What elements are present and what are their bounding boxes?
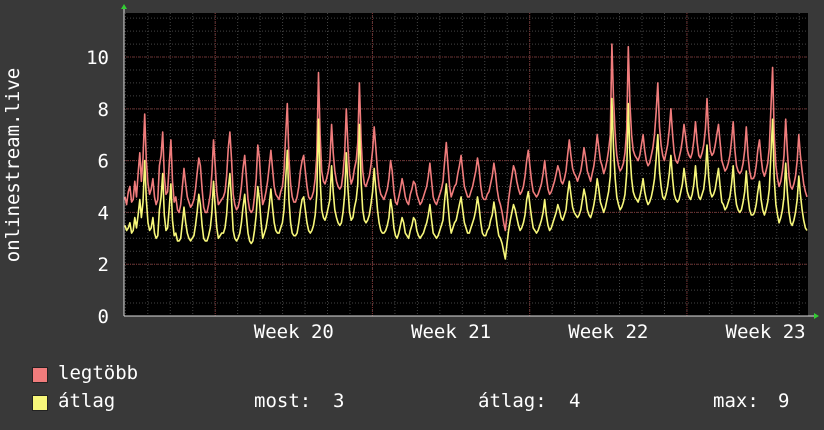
stat-atlag-label: átlag: [478, 390, 547, 412]
x-tick-label: Week 22 [568, 321, 648, 343]
series-layer [124, 43, 808, 260]
x-axis-arrow [814, 313, 819, 319]
legend-swatch-atlag [32, 395, 48, 411]
y-tick-label: 0 [98, 306, 109, 328]
y-axis-label: onlinestream.live [2, 68, 24, 262]
tick-labels: 0 2 4 6 8 10 Week 20 Week 21 Week 22 Week 23 [86, 47, 805, 343]
y-tick-label: 10 [86, 47, 109, 69]
legend-swatch-legtobb [32, 367, 48, 383]
x-tick-label: Week 20 [254, 321, 334, 343]
y-tick-label: 8 [98, 99, 109, 121]
stat-most-value: 3 [333, 390, 345, 412]
x-tick-label: Week 21 [411, 321, 491, 343]
legend-label-atlag: átlag [58, 390, 116, 412]
stat-atlag-value: 4 [569, 390, 581, 412]
stat-most-label: most: [254, 390, 312, 412]
stat-max-value: 9 [778, 390, 790, 412]
y-axis-arrow [121, 4, 127, 9]
y-tick-label: 2 [98, 254, 109, 276]
legend-label-legtobb: legtöbb [58, 362, 139, 384]
x-tick-label: Week 23 [726, 321, 806, 343]
axes [121, 4, 819, 319]
grid [124, 13, 808, 316]
y-tick-label: 6 [98, 151, 109, 173]
series-line-legtobb [124, 43, 808, 232]
series-line-atlag [124, 97, 808, 260]
stat-max-label: max: [713, 390, 759, 412]
y-tick-label: 4 [98, 202, 109, 224]
